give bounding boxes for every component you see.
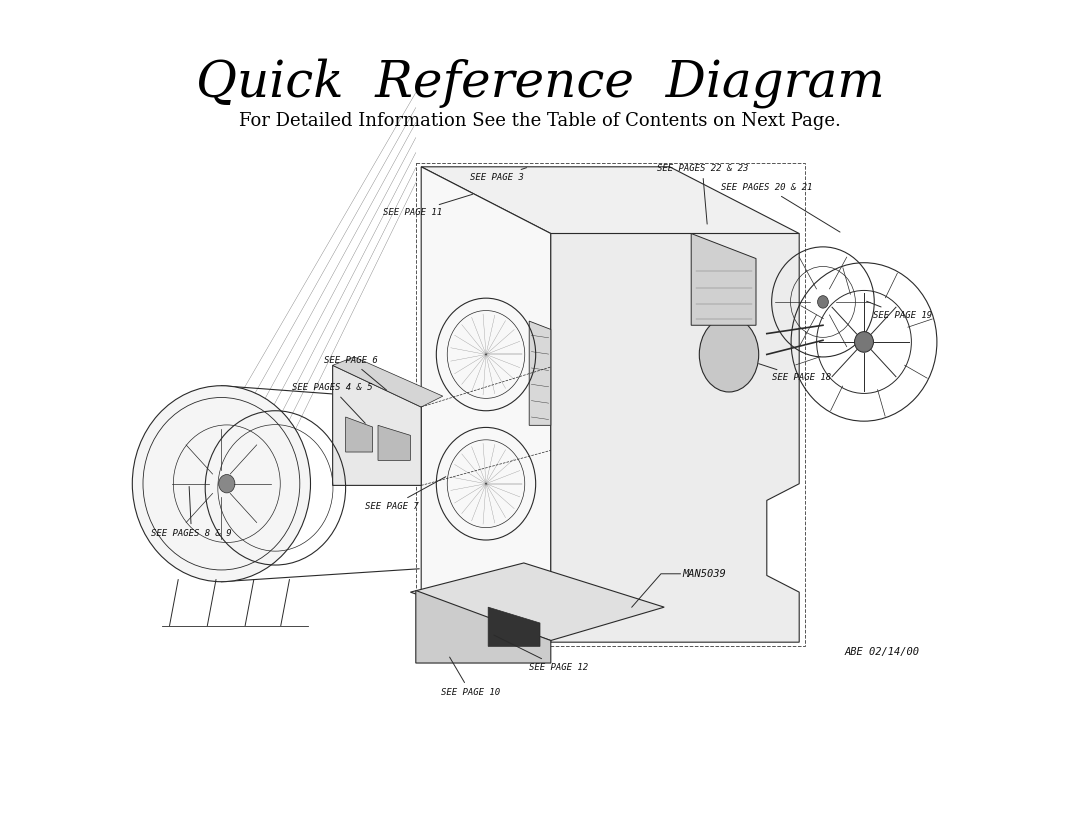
- Text: SEE PAGE 6: SEE PAGE 6: [324, 356, 387, 390]
- Text: SEE PAGE 12: SEE PAGE 12: [494, 635, 589, 671]
- Polygon shape: [551, 234, 799, 642]
- Polygon shape: [421, 167, 551, 642]
- Text: SEE PAGES 20 & 21: SEE PAGES 20 & 21: [721, 183, 840, 232]
- Polygon shape: [410, 563, 664, 641]
- Polygon shape: [488, 607, 540, 646]
- Text: Quick  Reference  Diagram: Quick Reference Diagram: [195, 58, 885, 108]
- Ellipse shape: [218, 475, 235, 493]
- Text: SEE PAGE 11: SEE PAGE 11: [383, 194, 473, 217]
- Polygon shape: [691, 234, 756, 325]
- Ellipse shape: [132, 385, 311, 582]
- Polygon shape: [346, 417, 373, 452]
- Text: SEE PAGES 4 & 5: SEE PAGES 4 & 5: [292, 384, 373, 424]
- Text: SEE PAGES 8 & 9: SEE PAGES 8 & 9: [151, 486, 232, 538]
- Polygon shape: [416, 590, 551, 663]
- Text: For Detailed Information See the Table of Contents on Next Page.: For Detailed Information See the Table o…: [239, 112, 841, 130]
- Text: SEE PAGE 18: SEE PAGE 18: [758, 364, 832, 382]
- Ellipse shape: [700, 317, 759, 392]
- Text: MAN5039: MAN5039: [683, 569, 727, 579]
- Polygon shape: [421, 167, 799, 234]
- Polygon shape: [333, 365, 421, 485]
- Text: SEE PAGE 10: SEE PAGE 10: [441, 657, 500, 696]
- Text: ABE 02/14/00: ABE 02/14/00: [845, 647, 919, 657]
- Text: SEE PAGE 19: SEE PAGE 19: [866, 301, 932, 319]
- Text: SEE PAGES 22 & 23: SEE PAGES 22 & 23: [657, 164, 748, 224]
- Ellipse shape: [818, 296, 828, 309]
- Polygon shape: [529, 321, 551, 425]
- Text: SEE PAGE 3: SEE PAGE 3: [470, 168, 527, 182]
- Polygon shape: [333, 357, 443, 407]
- Polygon shape: [378, 425, 410, 460]
- Ellipse shape: [854, 332, 874, 352]
- Text: SEE PAGE 7: SEE PAGE 7: [365, 477, 446, 510]
